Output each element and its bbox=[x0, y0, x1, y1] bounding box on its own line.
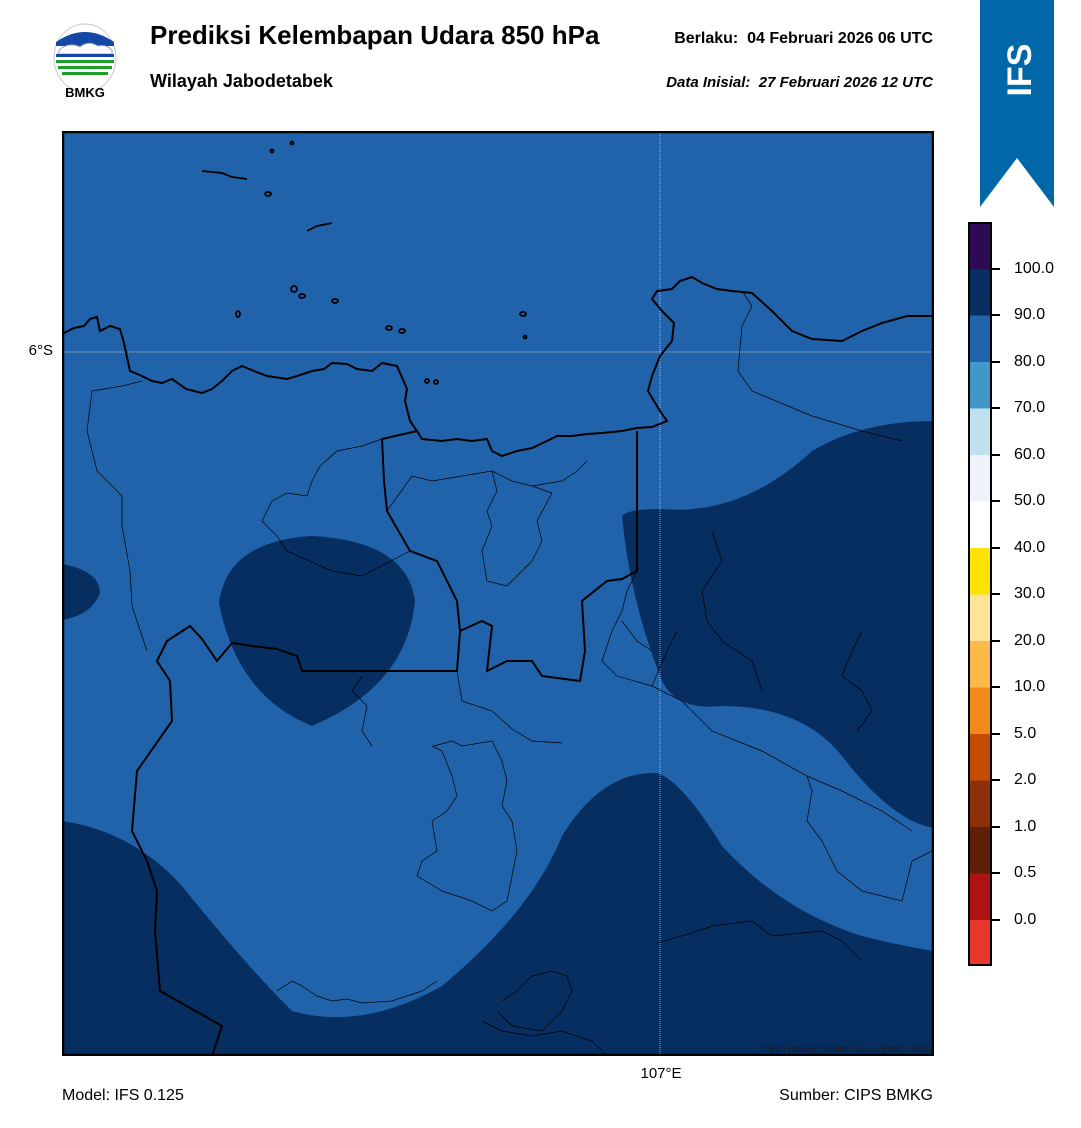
init-time: Data Inisial: 27 Februari 2026 12 UTC bbox=[666, 74, 933, 91]
colorbar-tick bbox=[992, 453, 1000, 456]
colorbar-tick bbox=[992, 825, 1000, 828]
colorbar-label: 80.0 bbox=[1014, 352, 1046, 370]
colorbar-tick bbox=[992, 872, 1000, 874]
colorbar-tick bbox=[992, 779, 1000, 781]
colorbar-swatch bbox=[968, 826, 992, 874]
init-value: 27 Februari 2026 12 UTC bbox=[758, 74, 933, 91]
colorbar-tick bbox=[992, 407, 1000, 409]
colorbar bbox=[968, 222, 992, 967]
valid-label: Berlaku: bbox=[674, 30, 739, 47]
colorbar-label: 40.0 bbox=[1014, 538, 1046, 556]
colorbar-label: 70.0 bbox=[1014, 399, 1046, 416]
colorbar-swatch bbox=[968, 501, 992, 548]
humidity-map bbox=[62, 131, 934, 1056]
colorbar-swatch bbox=[968, 408, 992, 455]
colorbar-swatch bbox=[968, 640, 992, 688]
colorbar-swatch bbox=[968, 547, 992, 595]
colorbar-label: 2.0 bbox=[1014, 771, 1037, 788]
ifs-text: IFS bbox=[1001, 44, 1039, 97]
colorbar-label: 20.0 bbox=[1014, 631, 1046, 649]
valid-value: 04 Februari 2026 06 UTC bbox=[747, 30, 933, 47]
colorbar-swatch bbox=[968, 315, 992, 362]
colorbar-swatch bbox=[968, 780, 992, 827]
colorbar-label: 0.5 bbox=[1014, 864, 1037, 881]
colorbar-label: 1.0 bbox=[1014, 817, 1037, 835]
colorbar-tick bbox=[992, 360, 1000, 363]
model-info: Model: IFS 0.125 bbox=[62, 1087, 184, 1104]
colorbar-tick bbox=[992, 686, 1000, 688]
colorbar-label: 90.0 bbox=[1014, 306, 1046, 323]
valid-time: Berlaku: 04 Februari 2026 06 UTC bbox=[674, 30, 933, 48]
colorbar-tick bbox=[992, 546, 1000, 549]
colorbar-swatch bbox=[968, 594, 992, 641]
colorbar-label: 0.0 bbox=[1014, 910, 1037, 928]
islands bbox=[201, 140, 528, 385]
colorbar-swatch bbox=[968, 687, 992, 734]
colorbar-swatch bbox=[968, 733, 992, 781]
lon-label-107e: 107°E bbox=[640, 1065, 682, 1082]
colorbar-label: 100.0 bbox=[1014, 259, 1055, 277]
colorbar-label: 30.0 bbox=[1014, 585, 1046, 602]
colorbar-swatch bbox=[968, 454, 992, 502]
bmkg-logo bbox=[53, 23, 117, 93]
colorbar-tick bbox=[992, 918, 1000, 921]
colorbar-tick bbox=[992, 314, 1000, 316]
colorbar-swatch bbox=[968, 268, 992, 316]
map-credit: ©Sub Bidang Prediksi Cuaca BMKG, 2020 bbox=[762, 1044, 933, 1054]
map-frame bbox=[62, 131, 934, 1056]
ifs-ribbon bbox=[980, 0, 1054, 207]
colorbar-label: 5.0 bbox=[1014, 724, 1037, 742]
humidity-field-90-100 bbox=[62, 421, 934, 1056]
colorbar-border bbox=[968, 222, 992, 966]
logo-text: BMKG bbox=[65, 85, 105, 100]
colorbar-tick bbox=[992, 593, 1000, 595]
coastline bbox=[62, 275, 934, 458]
colorbar-tick bbox=[992, 639, 1000, 642]
province-boundaries bbox=[130, 430, 638, 1056]
colorbar-tick bbox=[992, 732, 1000, 735]
colorbar-swatch bbox=[968, 222, 992, 269]
colorbar-tick bbox=[992, 500, 1000, 502]
colorbar-label: 50.0 bbox=[1014, 492, 1046, 509]
region-subtitle: Wilayah Jabodetabek bbox=[150, 71, 333, 91]
ifs-ribbon-label: IFS bbox=[1001, 44, 1039, 97]
colorbar-swatch bbox=[968, 873, 992, 920]
colorbar-swatches bbox=[968, 222, 992, 967]
colorbar-label: 60.0 bbox=[1014, 445, 1046, 463]
colorbar-swatch bbox=[968, 919, 992, 967]
colorbar-tick bbox=[992, 267, 1000, 270]
colorbar-swatch bbox=[968, 361, 992, 409]
source-info: Sumber: CIPS BMKG bbox=[779, 1087, 933, 1104]
regency-boundaries bbox=[86, 290, 933, 1056]
lat-label-6s: 6°S bbox=[28, 342, 53, 359]
init-label: Data Inisial: bbox=[666, 74, 751, 91]
page-title: Prediksi Kelembapan Udara 850 hPa bbox=[150, 20, 600, 50]
colorbar-label: 10.0 bbox=[1014, 678, 1046, 695]
